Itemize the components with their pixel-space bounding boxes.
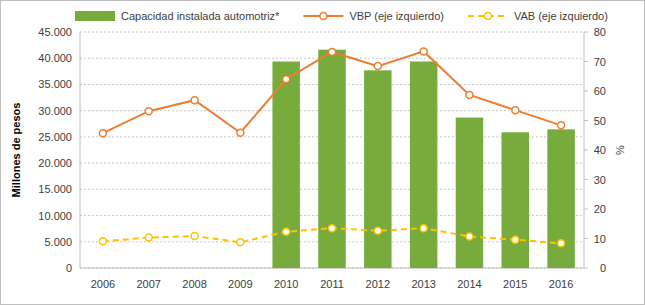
x-tick-label: 2011 [320, 278, 344, 290]
bar [364, 70, 391, 268]
marker [374, 63, 381, 70]
marker [329, 225, 336, 232]
y2-tick [584, 209, 588, 210]
y-tick-label: 35.000 [38, 78, 72, 90]
marker [145, 108, 152, 115]
y2-axis [584, 32, 585, 268]
y2-tick-label: 70 [594, 56, 606, 68]
bar [272, 62, 299, 269]
y-tick-label: 5.000 [44, 236, 72, 248]
y-tick-label: 15.000 [38, 183, 72, 195]
marker [374, 227, 381, 234]
legend-label: VAB (eje izquierdo) [514, 10, 608, 22]
y2-tick-label: 10 [594, 233, 606, 245]
marker [191, 97, 198, 104]
y2-tick [584, 91, 588, 92]
y2-tick [584, 120, 588, 121]
x-tick-label: 2010 [274, 278, 298, 290]
x-tick-label: 2012 [366, 278, 390, 290]
marker [145, 234, 152, 241]
marker [99, 130, 106, 137]
y-tick-label: 40.000 [38, 52, 72, 64]
bar [456, 118, 483, 268]
legend-label: Capacidad instalada automotriz* [121, 10, 280, 22]
grid-line [80, 32, 584, 33]
x-tick-label: 2007 [136, 278, 160, 290]
frame [1, 1, 645, 305]
y2-tick-label: 40 [594, 144, 606, 156]
x-tick-label: 2008 [182, 278, 206, 290]
legend-swatch [75, 11, 115, 21]
marker [558, 240, 565, 247]
marker [512, 236, 519, 243]
marks [99, 48, 574, 268]
y2-tick-label: 30 [594, 174, 606, 186]
marker [283, 228, 290, 235]
marker [191, 233, 198, 240]
legend-item: Capacidad instalada automotriz* [75, 10, 280, 22]
marker [329, 48, 336, 55]
y-tick-label: 30.000 [38, 105, 72, 117]
x-tick-label: 2006 [91, 278, 115, 290]
y2-tick [584, 179, 588, 180]
y2-tick [584, 238, 588, 239]
x-tick-label: 2014 [457, 278, 481, 290]
legend-marker [484, 13, 491, 20]
marker [99, 238, 106, 245]
marker [420, 48, 427, 55]
marker [466, 233, 473, 240]
marker [512, 107, 519, 114]
chart: 0 5.000 10.000 15.000 20.000 25.000 30.000 35.0… [0, 0, 645, 305]
y-tick-label: 20.000 [38, 157, 72, 169]
x-tick-label: 2015 [503, 278, 527, 290]
y2-tick [584, 61, 588, 62]
y-tick-label: 45.000 [38, 26, 72, 38]
legend-marker [320, 13, 327, 20]
y2-tick-label: 0 [600, 262, 606, 274]
bar [410, 62, 437, 269]
y2-tick-label: 80 [594, 26, 606, 38]
bar [318, 50, 345, 268]
y-tick-label: 25.000 [38, 131, 72, 143]
marker [237, 239, 244, 246]
marker [420, 225, 427, 232]
y2-tick [584, 268, 588, 269]
y2-tick [584, 32, 588, 33]
y-axis-title: Millones de pesos [10, 103, 22, 198]
legend-item: VAB (eje izquierdo) [468, 10, 608, 22]
y-tick-label: 0 [66, 262, 72, 274]
legend-label: VBP (eje izquierdo) [349, 10, 444, 22]
y2-tick-label: 20 [594, 203, 606, 215]
y-tick-label: 10.000 [38, 210, 72, 222]
y2-tick-label: 60 [594, 85, 606, 97]
y2-axis-title: % [614, 145, 626, 155]
y2-tick-label: 50 [594, 115, 606, 127]
marker [558, 122, 565, 129]
legend-item: VBP (eje izquierdo) [303, 10, 444, 22]
bar [547, 129, 574, 268]
marker [466, 91, 473, 98]
x-tick-label: 2016 [549, 278, 573, 290]
y-axis [80, 32, 81, 268]
x-tick-label: 2013 [411, 278, 435, 290]
line [103, 51, 561, 133]
y2-tick [584, 150, 588, 151]
marker [237, 129, 244, 136]
x-tick-label: 2009 [228, 278, 252, 290]
bar [502, 132, 529, 268]
marker [283, 76, 290, 83]
